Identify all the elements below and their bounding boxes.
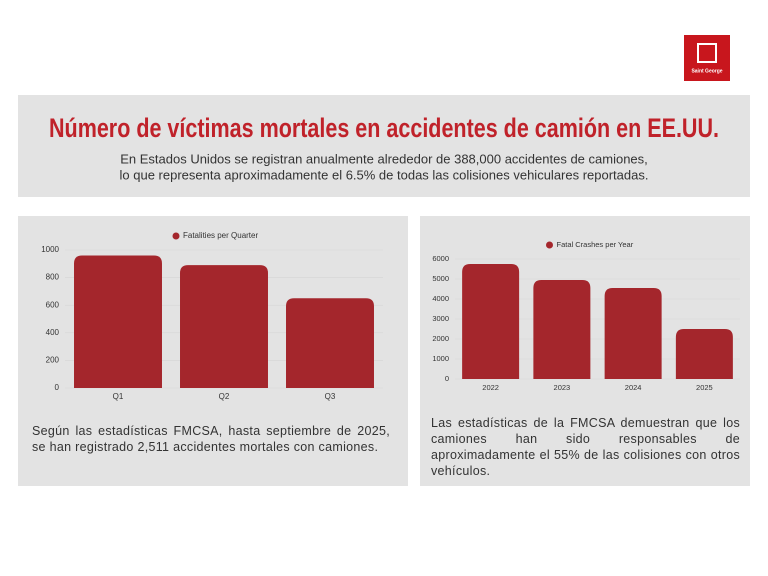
y-tick-label: 800 xyxy=(46,273,60,282)
y-tick-label: 0 xyxy=(445,374,449,383)
y-tick-label: 5000 xyxy=(432,274,449,283)
bar xyxy=(462,264,520,379)
caption: Según las estadísticas FMCSA, hasta sept… xyxy=(32,424,390,454)
y-tick-label: 2000 xyxy=(432,334,449,343)
bar xyxy=(675,329,733,379)
x-tick-label: Q2 xyxy=(219,392,230,401)
caption: Las estadísticas de la FMCSA demuestran … xyxy=(431,416,740,478)
y-tick-label: 400 xyxy=(46,328,60,337)
bar xyxy=(533,280,591,379)
bar xyxy=(74,255,162,388)
logo-icon xyxy=(697,43,717,63)
title: Número de víctimas mortales en accidente… xyxy=(49,113,719,143)
y-tick-label: 600 xyxy=(46,300,60,309)
subtitle: lo que representa aproximadamente el 6.5… xyxy=(120,167,649,182)
logo-box xyxy=(684,35,730,81)
legend-label: Fatal Crashes per Year xyxy=(557,240,634,249)
header-box xyxy=(18,95,750,197)
y-tick-label: 1000 xyxy=(432,354,449,363)
y-tick-label: 0 xyxy=(55,383,60,392)
x-tick-label: Q1 xyxy=(113,392,124,401)
y-tick-label: 4000 xyxy=(432,294,449,303)
legend-label: Fatalities per Quarter xyxy=(183,231,258,240)
y-tick-label: 200 xyxy=(46,356,60,365)
bar xyxy=(604,288,662,379)
subtitle: En Estados Unidos se registran anualment… xyxy=(120,151,648,166)
x-tick-label: 2023 xyxy=(554,383,571,392)
legend-swatch xyxy=(546,241,553,249)
bar xyxy=(180,265,268,388)
x-tick-label: Q3 xyxy=(325,392,336,401)
x-tick-label: 2024 xyxy=(625,383,642,392)
x-tick-label: 2022 xyxy=(482,383,499,392)
x-tick-label: 2025 xyxy=(696,383,713,392)
logo-text: Saint George xyxy=(691,68,722,74)
legend-swatch xyxy=(172,232,180,240)
y-tick-label: 3000 xyxy=(432,314,449,323)
bar xyxy=(286,298,374,388)
y-tick-label: 1000 xyxy=(41,245,59,254)
y-tick-label: 6000 xyxy=(432,254,449,263)
